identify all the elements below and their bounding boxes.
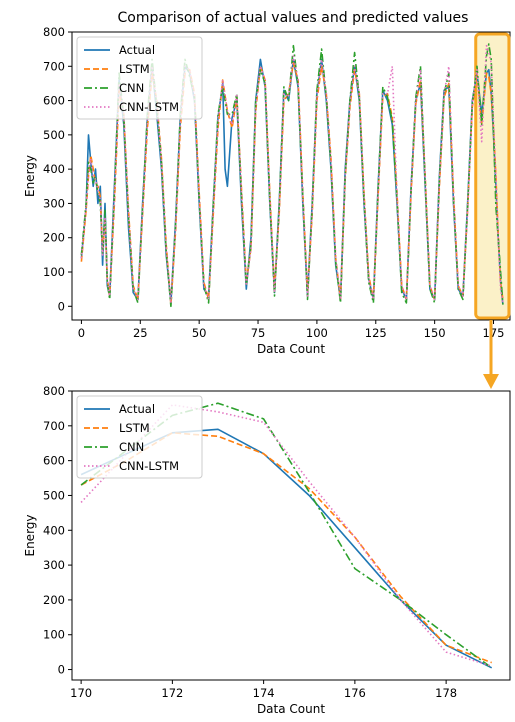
x-axis-label: Data Count [257, 702, 325, 716]
series-line-cnn [80, 43, 504, 308]
y-tick-label: 800 [43, 384, 65, 398]
legend-label: CNN-LSTM [119, 459, 179, 473]
x-tick-label: 100 [306, 326, 328, 340]
y-tick-label: 600 [43, 454, 65, 468]
legend-label: CNN [119, 81, 144, 95]
series-line-cnn-lstm [80, 44, 504, 304]
y-tick-label: 0 [58, 663, 65, 677]
y-tick-label: 100 [43, 265, 65, 279]
legend-frame [76, 36, 203, 120]
legend: Actual LSTM CNN CNN-LSTM [76, 395, 203, 479]
y-tick-label: 500 [43, 488, 65, 502]
x-tick-label: 125 [365, 326, 387, 340]
legend: Actual LSTM CNN CNN-LSTM [76, 36, 203, 120]
x-tick-label: 75 [251, 326, 266, 340]
y-tick-label: 800 [43, 25, 65, 39]
legend-label: CNN-LSTM [119, 100, 179, 114]
x-axis-label: Data Count [257, 342, 325, 356]
legend-label: LSTM [119, 421, 150, 435]
y-tick-label: 400 [43, 523, 65, 537]
legend-label: Actual [119, 402, 155, 416]
callout-arrow-head [483, 374, 499, 389]
chart-top: 0 25 50 75 100 125 150 175 0 100 200 300 400 500 600 70… [23, 25, 511, 356]
y-tick-label: 200 [43, 231, 65, 245]
x-tick-label: 178 [435, 686, 457, 700]
x-tick-label: 50 [192, 326, 207, 340]
legend-label: LSTM [119, 62, 150, 76]
x-tick-label: 175 [483, 326, 505, 340]
x-tick-label: 170 [70, 686, 92, 700]
y-tick-label: 300 [43, 558, 65, 572]
y-axis-label: Energy [23, 155, 37, 197]
x-tick-label: 174 [253, 686, 275, 700]
highlight-box [474, 32, 511, 320]
x-tick-label: 176 [344, 686, 366, 700]
y-tick-label: 0 [58, 299, 65, 313]
legend-frame [76, 395, 203, 479]
x-tick-label: 0 [78, 326, 85, 340]
y-tick-label: 400 [43, 162, 65, 176]
y-tick-label: 600 [43, 94, 65, 108]
y-tick-label: 500 [43, 128, 65, 142]
y-tick-label: 700 [43, 419, 65, 433]
chart-title: Comparison of actual values and predicte… [118, 10, 469, 26]
y-tick-label: 100 [43, 628, 65, 642]
zoom-callout [483, 320, 499, 389]
y-tick-label: 700 [43, 59, 65, 73]
series-group [80, 43, 504, 308]
x-tick-label: 25 [133, 326, 148, 340]
chart-bottom: 170 172 174 176 178 0 100 200 300 400 500 600 700 800… [23, 384, 511, 716]
series-line-lstm [80, 432, 492, 664]
y-tick-label: 200 [43, 593, 65, 607]
x-tick-label: 150 [424, 326, 446, 340]
y-axis-label: Energy [23, 514, 37, 556]
x-tick-label: 172 [161, 686, 183, 700]
legend-label: Actual [119, 43, 155, 57]
y-tick-label: 300 [43, 196, 65, 210]
legend-label: CNN [119, 440, 144, 454]
